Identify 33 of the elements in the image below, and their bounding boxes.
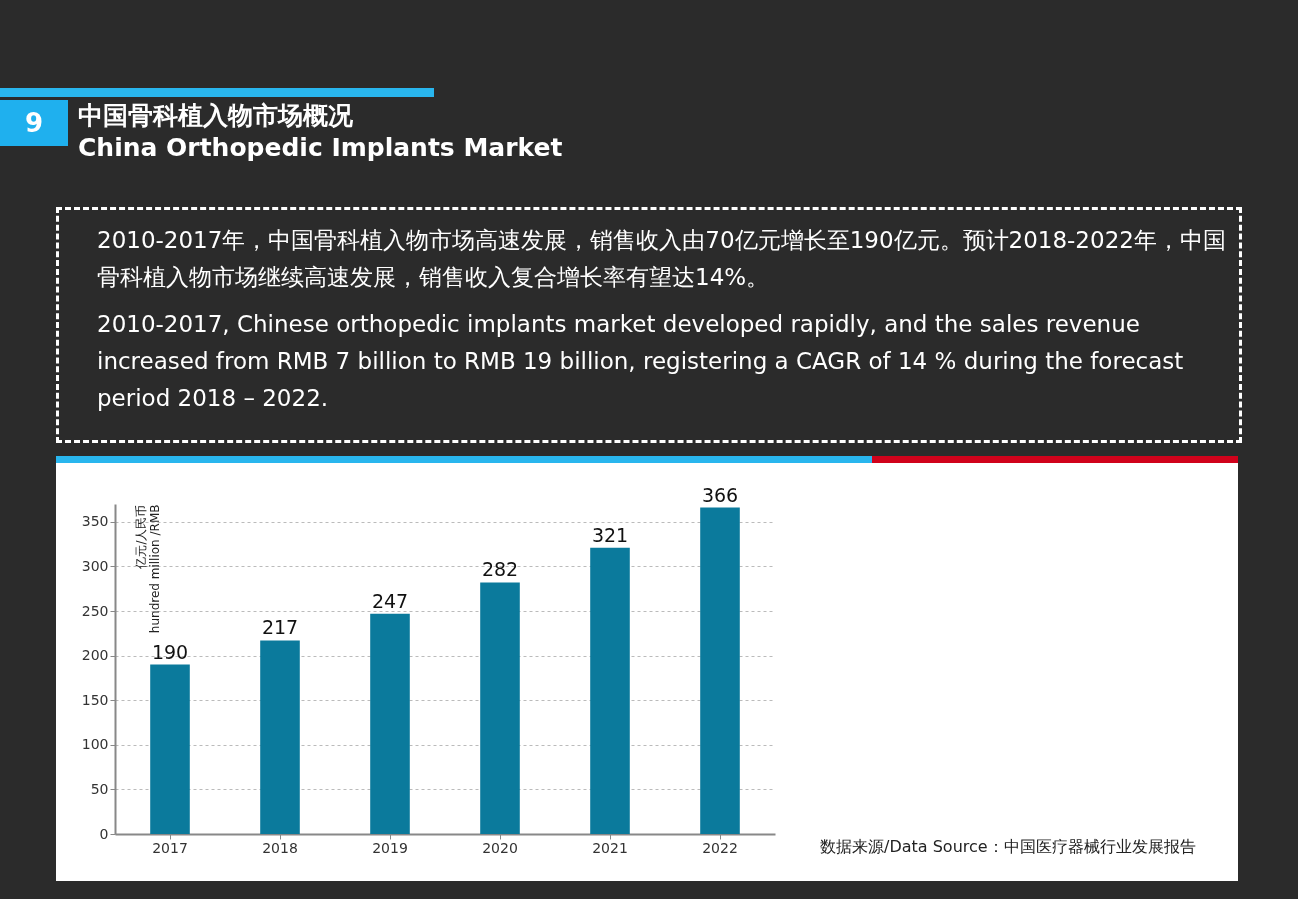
x-tick-label: 2017 — [152, 839, 188, 856]
y-axis-title: 亿元/人民币 hundred million /RMB — [133, 504, 162, 634]
y-tick-label: 100 — [81, 736, 109, 753]
x-tick-label: 2018 — [262, 839, 298, 856]
x-tick-label: 2022 — [702, 839, 738, 856]
y-tick-label: 50 — [90, 780, 109, 797]
data-label: 366 — [701, 483, 739, 506]
x-tick-label: 2021 — [592, 839, 628, 856]
bar — [700, 507, 740, 834]
data-label: 247 — [371, 589, 409, 612]
y-tick-label: 350 — [81, 513, 109, 530]
y-tick-label: 150 — [81, 691, 109, 708]
text: 2010-2017年，中国骨科植入物市场高速发展，销售收入由70亿元增长至190亿元。预计2018-2022年，中国骨科植入物市场继续高速发展，销售收入复合增长率有望达14%。 — [97, 226, 1227, 292]
source-note: 数据来源/Data Source：中国医疗器械行业发展报告 — [820, 837, 1196, 858]
data-label: 190 — [151, 640, 189, 663]
text: 2010-2017, Chinese orthopedic implants market developed rapidly, and the sales revenue increased from RMB 7 billion to RMB 19 billion, registering a CAGR of 14 % during the forecast period 2018 – 2022. — [97, 310, 1185, 413]
y-tick-label: 300 — [81, 557, 109, 574]
chart-subtitle: China Orthopedic Implants Market — [78, 132, 563, 164]
y-tick-label: 200 — [81, 647, 109, 664]
y-tick-label: 250 — [81, 602, 109, 619]
bar — [260, 640, 300, 834]
text: 9 — [0, 100, 68, 146]
bar — [150, 664, 190, 834]
data-label: 282 — [481, 558, 519, 581]
bar — [480, 582, 520, 834]
bar — [370, 613, 410, 834]
x-tick-label: 2019 — [372, 839, 408, 856]
chart-title: 中国骨科植入物市场概况 — [78, 100, 354, 132]
data-label: 217 — [261, 616, 299, 639]
data-label: 321 — [591, 523, 629, 546]
y-tick-label: 0 — [99, 825, 109, 842]
x-tick-label: 2020 — [482, 839, 518, 856]
bar — [590, 547, 630, 834]
